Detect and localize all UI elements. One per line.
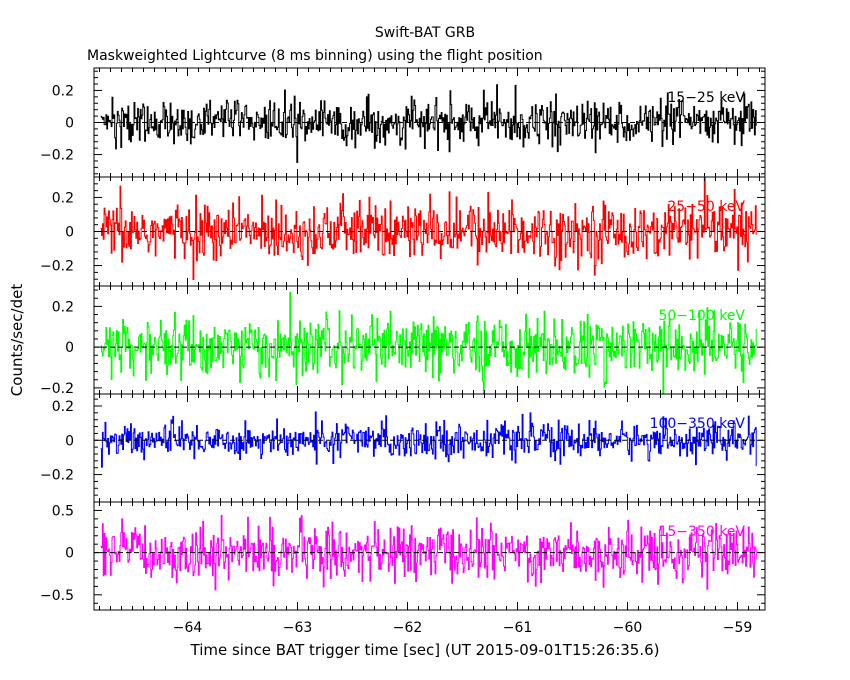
series-line-100-350-kev	[100, 411, 757, 468]
y-tick-label: 0.5	[52, 503, 74, 519]
y-axis-label: Counts/sec/det	[8, 284, 26, 397]
y-tick-label: 0	[65, 225, 74, 241]
y-tick-label: 0.2	[52, 83, 74, 99]
x-tick-label: −62	[393, 620, 423, 636]
x-tick-label: −61	[503, 620, 533, 636]
y-tick-label: −0.2	[40, 468, 74, 484]
y-tick-label: 0	[65, 340, 74, 356]
panel-15-25-kev: 0.2 0 −0.2 15−25 keV	[40, 67, 766, 178]
x-tick-label: −63	[283, 620, 313, 636]
band-label: 100−350 keV	[650, 416, 746, 432]
panel-15-350-kev: 0.5 0 −0.5 15−350 keV	[40, 501, 766, 611]
y-tick-label: 0.2	[52, 399, 74, 415]
x-tick-label: −64	[173, 620, 203, 636]
panel-50-100-kev: 0.2 0 −0.2 50−100 keV	[40, 285, 766, 397]
series-line-50-100-kev	[100, 291, 757, 395]
x-tick-label: −59	[723, 620, 753, 636]
y-tick-label: −0.5	[40, 588, 74, 604]
y-tick-label: 0.2	[52, 190, 74, 206]
panels-group: 0.2 0 −0.2 15−25 keV 0.2 0 −0.2 25−50 keV 0.2 0 −0…	[40, 67, 766, 636]
y-tick-label: −0.2	[40, 259, 74, 275]
y-tick-label: −0.2	[40, 148, 74, 164]
band-label: 25−50 keV	[667, 199, 745, 215]
band-label: 50−100 keV	[658, 308, 745, 324]
y-tick-label: 0	[65, 433, 74, 449]
panel-25-50-kev: 0.2 0 −0.2 25−50 keV	[40, 176, 766, 287]
y-tick-label: 0	[65, 116, 74, 132]
series-line-15-25-kev	[100, 84, 757, 163]
chart-subtitle: Maskweighted Lightcurve (8 ms binning) u…	[87, 48, 543, 64]
chart-title: Swift-BAT GRB	[375, 25, 475, 41]
series-line-25-50-kev	[100, 176, 757, 280]
y-tick-label: 0	[65, 546, 74, 562]
band-label: 15−350 keV	[658, 524, 745, 540]
band-label: 15−25 keV	[667, 90, 745, 106]
series-line-15-350-kev	[100, 514, 757, 591]
x-axis-label: Time since BAT trigger time [sec] (UT 20…	[190, 641, 660, 659]
x-tick-label: −60	[613, 620, 643, 636]
panel-100-350-kev: 0.2 0 −0.2 100−350 keV	[40, 393, 766, 503]
y-tick-label: −0.2	[40, 381, 74, 397]
y-tick-label: 0.2	[52, 299, 74, 315]
